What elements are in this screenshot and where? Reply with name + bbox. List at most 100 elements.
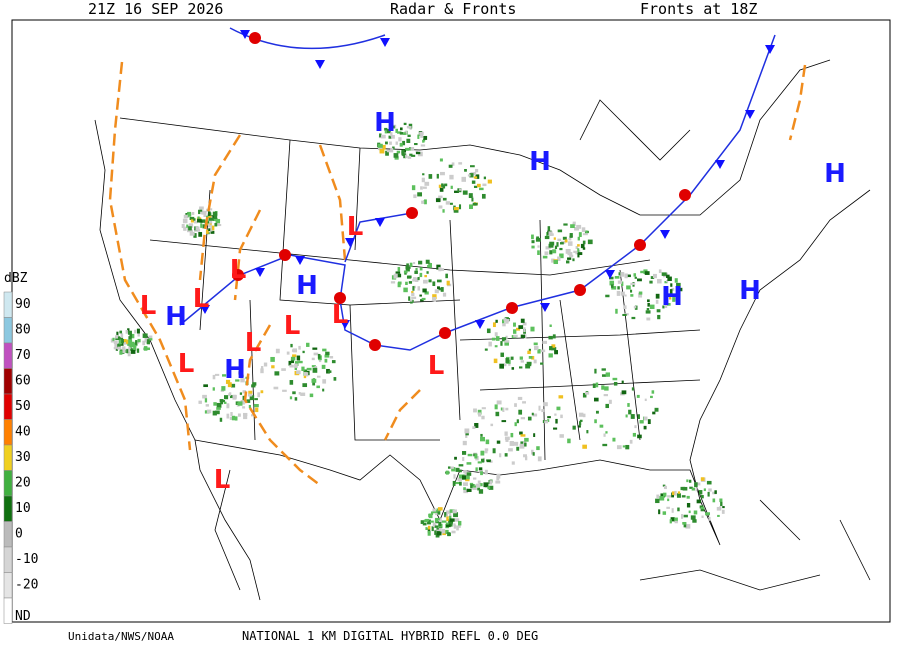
cold-front-barb <box>345 238 355 247</box>
echo <box>188 223 194 228</box>
echo <box>531 412 534 416</box>
echo <box>664 281 668 284</box>
echo <box>445 201 450 205</box>
legend-label: 30 <box>15 450 31 465</box>
echo <box>548 231 553 236</box>
echo <box>432 510 438 514</box>
echo <box>193 233 197 238</box>
echo <box>142 333 148 338</box>
echo <box>252 382 257 386</box>
echo <box>126 349 129 354</box>
echo <box>688 510 691 514</box>
echo <box>449 509 455 513</box>
echo <box>183 214 188 219</box>
echo <box>582 240 586 245</box>
echo <box>428 174 433 179</box>
echo <box>186 224 189 228</box>
echo <box>676 282 681 288</box>
echo <box>131 333 135 339</box>
echo <box>658 509 661 515</box>
echo <box>527 350 531 355</box>
echo <box>424 274 427 278</box>
echo <box>622 313 627 317</box>
echo <box>401 149 405 154</box>
echo <box>325 351 330 356</box>
echo <box>465 478 470 482</box>
echo <box>499 453 502 458</box>
echo <box>636 394 640 398</box>
echo <box>193 228 198 232</box>
echo <box>689 486 693 489</box>
echo <box>524 334 527 339</box>
echo <box>523 327 526 333</box>
echo <box>500 352 505 357</box>
echo <box>674 490 677 496</box>
echo <box>650 276 655 279</box>
echo <box>669 289 673 294</box>
echo <box>405 266 410 272</box>
echo <box>670 283 673 287</box>
echo <box>462 475 467 480</box>
echo <box>481 407 486 410</box>
echo <box>242 406 246 409</box>
echo <box>445 273 448 279</box>
echo <box>459 481 462 486</box>
echo <box>472 487 477 490</box>
echo <box>540 362 544 365</box>
echo <box>500 407 504 411</box>
echo <box>643 425 647 430</box>
echo <box>219 399 224 403</box>
echo <box>458 520 462 526</box>
echo <box>186 213 192 217</box>
echo <box>666 274 670 279</box>
echo <box>411 296 417 299</box>
echo <box>577 252 580 258</box>
echo <box>465 433 468 438</box>
echo <box>481 193 486 199</box>
echo <box>722 506 725 509</box>
low-center: L <box>332 300 349 330</box>
echo <box>563 223 568 226</box>
echo <box>450 185 453 189</box>
echo <box>406 275 411 279</box>
echo <box>220 389 225 392</box>
echo <box>472 202 478 206</box>
header-title: Radar & Fronts <box>390 0 516 18</box>
echo <box>459 188 462 191</box>
echo <box>502 407 505 413</box>
echo <box>478 489 484 494</box>
echo <box>204 398 208 403</box>
echo <box>286 351 290 355</box>
echo <box>537 245 540 248</box>
echo <box>658 269 662 274</box>
echo <box>522 401 527 404</box>
echo <box>549 324 552 327</box>
echo <box>417 286 421 291</box>
echo <box>434 289 439 294</box>
echo <box>540 349 546 353</box>
echo <box>300 392 306 396</box>
echo <box>489 460 493 463</box>
echo <box>526 361 532 365</box>
warm-front-bump <box>334 292 346 304</box>
echo <box>467 453 473 457</box>
echo <box>275 348 280 354</box>
echo <box>513 322 516 327</box>
echo <box>467 174 471 177</box>
echo <box>466 475 470 480</box>
echo <box>377 147 383 151</box>
echo <box>182 218 188 224</box>
echo <box>678 287 683 292</box>
echo <box>447 532 451 537</box>
echo <box>333 377 337 381</box>
echo <box>294 397 298 401</box>
echo <box>445 522 449 525</box>
high-center: H <box>224 355 246 385</box>
echo <box>190 219 194 223</box>
echo <box>574 226 580 231</box>
echo <box>621 390 627 395</box>
echo <box>127 341 131 346</box>
echo <box>324 354 330 358</box>
echo <box>585 230 588 234</box>
legend-swatch <box>3 419 13 446</box>
